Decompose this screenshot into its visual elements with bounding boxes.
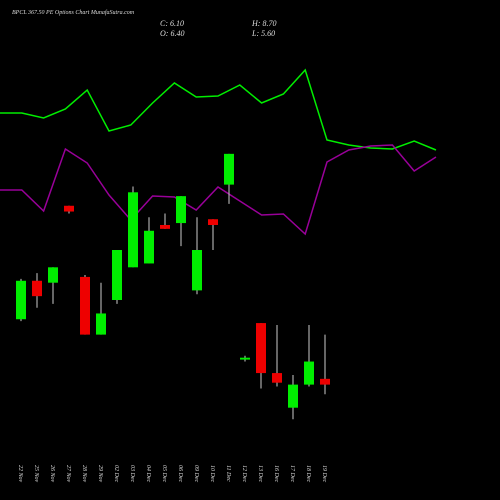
x-tick-label: 04 Dec <box>145 465 152 482</box>
candle-body <box>320 378 330 385</box>
candle-body <box>224 153 234 185</box>
x-tick-label: 03 Dec <box>129 465 135 482</box>
candle-body <box>128 192 138 268</box>
x-tick-label: 27 Nov <box>65 465 71 483</box>
candle-body <box>272 373 282 383</box>
close-label: C: 6.10 <box>160 19 184 28</box>
candle-body <box>48 267 58 283</box>
candle-body <box>32 280 42 297</box>
candle-body <box>192 250 202 291</box>
x-tick-label: 28 Nov <box>81 465 87 483</box>
candle-body <box>80 276 90 335</box>
candle-body <box>144 230 154 264</box>
x-tick-label: 26 Nov <box>49 465 55 483</box>
candle-body <box>240 357 250 360</box>
candle-body <box>16 280 26 320</box>
candle-body <box>176 196 186 224</box>
candle-body <box>160 225 170 229</box>
x-tick-label: 10 Dec <box>209 465 215 482</box>
x-tick-label: 05 Dec <box>161 465 167 482</box>
x-tick-label: 16 Dec <box>273 465 279 482</box>
low-label: L: 5.60 <box>251 29 275 38</box>
open-label: O: 6.40 <box>160 29 184 38</box>
x-tick-label: 17 Dec <box>289 465 295 482</box>
candle-body <box>288 384 298 408</box>
high-label: H: 8.70 <box>251 19 276 28</box>
x-tick-label: 22 Nov <box>17 465 23 483</box>
x-tick-label: 19 Dec <box>321 465 327 482</box>
candle-body <box>304 361 314 385</box>
x-tick-label: 13 Dec <box>257 465 263 482</box>
candle-body <box>256 323 266 374</box>
candle-body <box>64 205 74 212</box>
indicator-line <box>0 144 437 236</box>
chart-title: BPCL 367.50 PE Options Chart MunafaSutra… <box>12 9 135 16</box>
candle-body <box>112 250 122 300</box>
x-tick-label: 11 Dec <box>225 465 231 482</box>
x-tick-label: 02 Dec <box>113 465 119 482</box>
candle-body <box>96 313 106 335</box>
candle-body <box>208 219 218 225</box>
x-tick-label: 25 Nov <box>33 465 39 483</box>
x-tick-label: 12 Dec <box>241 465 247 482</box>
x-tick-label: 06 Dec <box>177 465 183 482</box>
x-tick-label: 18 Dec <box>305 465 311 482</box>
x-tick-label: 29 Nov <box>97 465 103 483</box>
x-tick-label: 09 Dec <box>193 465 199 482</box>
